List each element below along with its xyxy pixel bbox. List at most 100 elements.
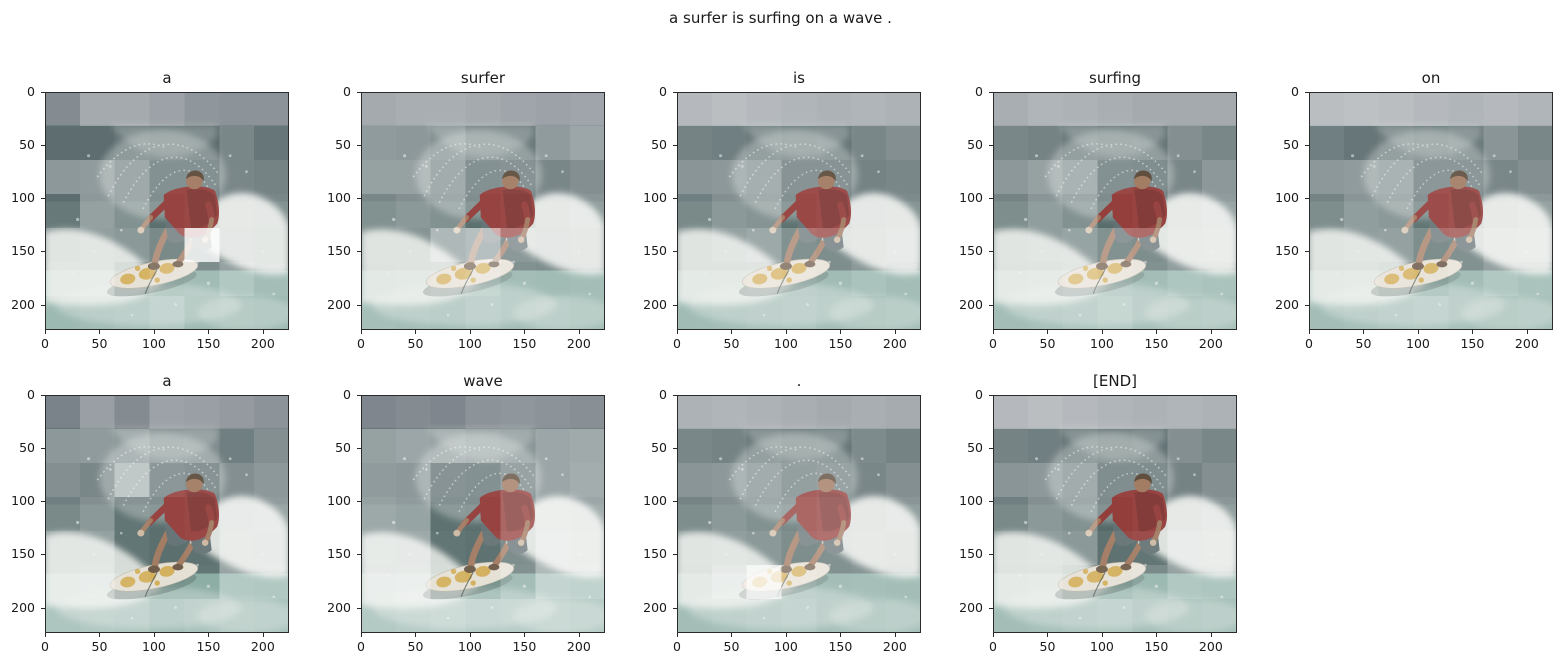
attention-cell xyxy=(1413,92,1449,126)
attention-cell xyxy=(149,194,185,228)
attention-cell xyxy=(1062,92,1098,126)
attention-cell xyxy=(816,194,852,228)
attention-cell xyxy=(465,92,501,126)
x-tick-label: 0 xyxy=(989,639,997,654)
y-tick-mark xyxy=(989,304,993,306)
x-axis: 0 50 100 150 200 xyxy=(41,330,289,356)
attention-cell xyxy=(711,429,747,463)
x-tick-mark xyxy=(153,633,155,637)
attention-cell xyxy=(535,228,571,262)
y-tick-label: 50 xyxy=(19,440,35,456)
attention-cell xyxy=(219,429,255,463)
attention-cell xyxy=(430,160,466,194)
attention-cell xyxy=(1132,497,1168,531)
attention-image xyxy=(677,395,921,633)
attention-cell xyxy=(149,92,185,126)
y-tick-label: 200 xyxy=(327,599,351,615)
attention-cell xyxy=(149,126,185,160)
x-axis: 0 50 100 150 200 xyxy=(989,633,1237,659)
attention-cell xyxy=(1132,228,1168,262)
attention-cell xyxy=(1132,262,1168,296)
attention-cell xyxy=(45,429,80,463)
x-tick-label: 150 xyxy=(512,639,537,654)
x-tick-mark xyxy=(469,330,471,334)
attention-cell xyxy=(1167,160,1203,194)
attention-cell xyxy=(1413,262,1449,296)
attention-cell xyxy=(395,497,431,531)
attention-cell xyxy=(1413,228,1449,262)
attention-cell xyxy=(746,531,782,565)
y-tick-label: 0 xyxy=(27,387,35,402)
x-tick-mark xyxy=(208,633,210,637)
attention-cell xyxy=(430,565,466,599)
attention-cell xyxy=(1167,497,1203,531)
x-tick-mark xyxy=(731,633,733,637)
x-tick-label: 150 xyxy=(1144,639,1169,654)
attention-cell xyxy=(184,194,220,228)
y-tick-mark xyxy=(989,395,993,396)
y-tick-label: 50 xyxy=(967,440,983,456)
attention-cell xyxy=(254,160,289,194)
attention-cell xyxy=(465,160,501,194)
subplot-title: wave xyxy=(463,372,503,390)
attention-cell xyxy=(1027,565,1063,599)
attention-image xyxy=(993,92,1237,330)
attention-cell xyxy=(79,194,115,228)
attention-cell xyxy=(781,429,817,463)
attention-cell xyxy=(816,228,852,262)
subplot-title: is xyxy=(793,69,805,87)
attention-cell xyxy=(1062,497,1098,531)
attention-grid xyxy=(993,395,1237,633)
attention-cell xyxy=(1062,531,1098,565)
x-tick-mark xyxy=(524,633,526,637)
attention-cell xyxy=(851,126,887,160)
y-tick-label: 0 xyxy=(343,84,351,99)
attention-cell xyxy=(886,497,921,531)
attention-cell xyxy=(851,531,887,565)
attention-cell xyxy=(1378,126,1414,160)
attention-image xyxy=(45,92,289,330)
attention-cell xyxy=(395,531,431,565)
attention-cell xyxy=(361,126,396,160)
attention-cell xyxy=(1097,92,1133,126)
attention-cell xyxy=(1202,565,1237,599)
y-tick-mark xyxy=(989,145,993,147)
attention-cell xyxy=(1483,92,1519,126)
attention-cell xyxy=(535,194,571,228)
attention-cell xyxy=(1167,531,1203,565)
x-tick-mark xyxy=(993,633,994,637)
attention-cell xyxy=(1167,463,1203,497)
x-tick-mark xyxy=(840,633,842,637)
attention-cell xyxy=(851,463,887,497)
attention-cell xyxy=(1167,599,1203,633)
attention-cell xyxy=(184,531,220,565)
attention-cell xyxy=(114,262,150,296)
x-tick-mark xyxy=(785,330,787,334)
x-tick-mark xyxy=(1363,330,1365,334)
x-tick-label: 50 xyxy=(1355,336,1372,351)
x-tick-mark xyxy=(840,330,842,334)
x-tick-mark xyxy=(894,633,896,637)
y-tick-mark xyxy=(357,251,361,253)
attention-cell xyxy=(746,565,782,599)
y-tick-label: 50 xyxy=(651,137,667,153)
attention-cell xyxy=(816,262,852,296)
attention-cell xyxy=(1309,126,1344,160)
y-tick-label: 200 xyxy=(1275,296,1299,312)
y-tick-label: 100 xyxy=(1275,190,1299,206)
x-tick-mark xyxy=(469,633,471,637)
x-tick-mark xyxy=(578,633,580,637)
attention-cell xyxy=(79,296,115,330)
x-tick-mark xyxy=(262,330,264,334)
x-tick-label: 50 xyxy=(407,639,424,654)
attention-grid xyxy=(677,92,921,330)
attention-cell xyxy=(361,296,396,330)
attention-cell xyxy=(254,497,289,531)
attention-cell xyxy=(1483,160,1519,194)
attention-cell xyxy=(993,194,1028,228)
attention-cell xyxy=(219,160,255,194)
attention-cell xyxy=(711,228,747,262)
attention-cell xyxy=(500,395,536,429)
attention-cell xyxy=(114,565,150,599)
attention-cell xyxy=(746,160,782,194)
